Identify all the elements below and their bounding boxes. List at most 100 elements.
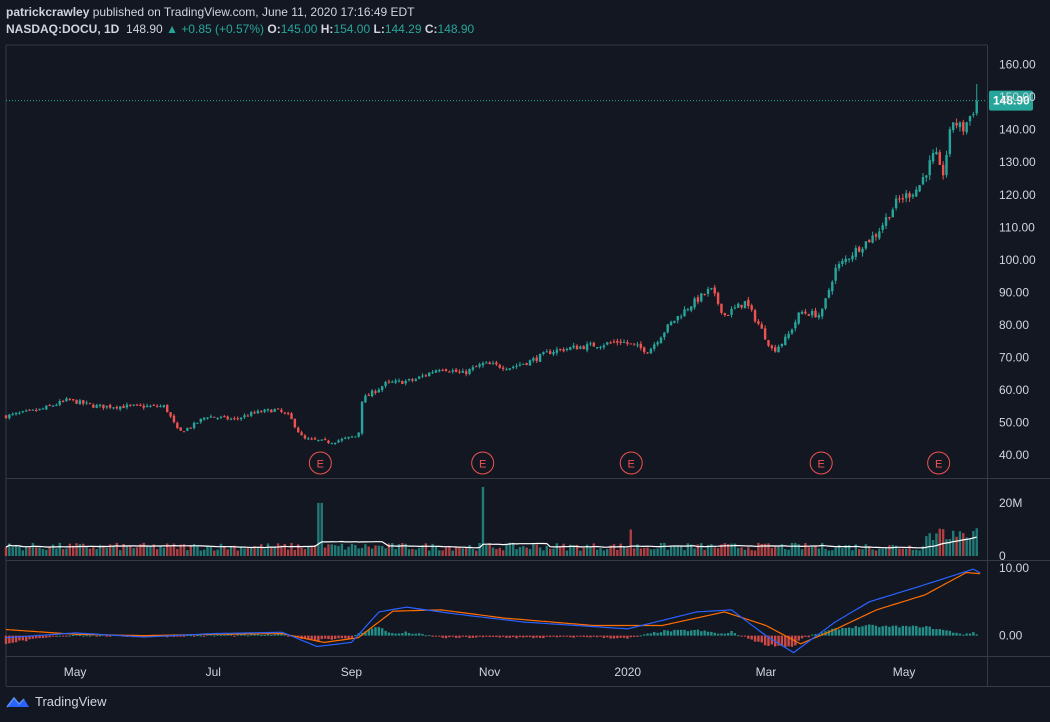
volume-bar <box>340 543 344 556</box>
macd-histogram-bar <box>750 635 753 640</box>
candle-body <box>313 438 317 440</box>
volume-bar <box>955 536 958 556</box>
candle-body <box>357 432 360 437</box>
axes: 160.00 150.00 140.00 130.00 120.00 110.00 100.… <box>64 58 1036 679</box>
candle-body <box>874 234 878 237</box>
volume-bar <box>115 542 119 556</box>
volume-bar <box>112 546 115 556</box>
volume-bar <box>337 546 340 556</box>
candle-body <box>481 363 485 366</box>
candle-body <box>149 405 152 407</box>
volume-panel[interactable] <box>4 486 978 556</box>
high-value: 154.00 <box>333 22 371 36</box>
candle-body <box>256 410 260 414</box>
candle-body <box>599 346 602 348</box>
macd-panel[interactable] <box>4 568 981 654</box>
earnings-marker <box>619 451 643 475</box>
volume-bar <box>562 543 565 556</box>
candle-body <box>270 409 273 413</box>
volume-bar <box>501 550 505 556</box>
macd-histogram-bar <box>85 635 88 637</box>
candle-body <box>176 422 179 428</box>
candle-body <box>162 405 166 407</box>
volume-bar <box>753 550 757 556</box>
candle-body <box>320 439 323 441</box>
candle-body <box>962 122 965 132</box>
volume-bar <box>387 543 391 556</box>
macd-histogram-bar <box>78 635 82 637</box>
candle-body <box>293 418 297 428</box>
price-panel[interactable]: 148.90 E E E E E <box>4 84 1033 475</box>
macd-histogram-bar <box>871 624 874 636</box>
candle-body <box>4 415 8 419</box>
author-name[interactable]: patrickcrawley <box>6 5 90 19</box>
volume-bar <box>904 548 908 556</box>
volume-bar <box>129 545 132 556</box>
candle-body <box>579 346 582 349</box>
volume-bar <box>357 548 360 556</box>
macd-histogram-bar <box>475 635 478 638</box>
candle-body <box>669 321 673 325</box>
macd-histogram-bar <box>851 628 854 636</box>
candle-body <box>904 193 908 199</box>
volume-bar <box>68 543 72 556</box>
tradingview-logo-icon <box>6 696 29 707</box>
volume-bar <box>763 543 767 556</box>
macd-histogram-bar <box>387 632 391 636</box>
volume-bar <box>646 547 649 556</box>
volume-bar <box>679 545 683 556</box>
volume-bar <box>498 547 501 556</box>
volume-bar <box>82 543 85 556</box>
candle-body <box>710 287 713 289</box>
macd-histogram-bar <box>55 635 58 637</box>
volume-bar <box>125 545 129 556</box>
candle-body <box>847 258 851 260</box>
candle-body <box>908 193 911 198</box>
candle-body <box>831 281 834 292</box>
candle-body <box>844 258 847 262</box>
candle-body <box>381 386 384 391</box>
volume-bar <box>223 546 226 556</box>
candle-body <box>397 380 401 382</box>
candle-body <box>777 346 780 353</box>
macd-histogram-bar <box>632 635 636 637</box>
candle-body <box>693 298 696 308</box>
macd-histogram-bar <box>780 635 784 647</box>
candle-body <box>784 336 787 345</box>
macd-axis-label: 10.00 <box>999 561 1029 575</box>
tradingview-brand[interactable]: TradingView <box>6 694 107 709</box>
volume-bar <box>626 548 629 556</box>
volume-bar <box>740 547 743 556</box>
macd-histogram-bar <box>377 627 381 636</box>
macd-histogram-bar <box>673 629 676 636</box>
volume-bar <box>488 543 491 556</box>
candle-body <box>663 332 666 338</box>
symbol-label[interactable]: NASDAQ:DOCU, 1D <box>6 22 120 36</box>
macd-histogram-bar <box>407 632 411 636</box>
price-axis-label: 50.00 <box>999 416 1029 430</box>
macd-histogram-bar <box>666 630 669 636</box>
candle-body <box>804 311 807 314</box>
macd-histogram-bar <box>206 634 209 636</box>
candle-body <box>911 194 915 197</box>
volume-bar <box>606 549 609 556</box>
candle-body <box>740 304 743 308</box>
candle-body <box>196 422 199 424</box>
volume-bar <box>629 529 632 556</box>
candle-body <box>716 292 720 304</box>
macd-histogram-bar <box>522 635 525 638</box>
macd-histogram-bar <box>236 634 239 636</box>
volume-bar <box>918 550 921 556</box>
candle-body <box>11 413 14 415</box>
candle-body <box>199 418 203 423</box>
macd-histogram-bar <box>213 635 216 637</box>
volume-bar <box>938 528 941 556</box>
candle-body <box>139 404 142 406</box>
candle-body <box>720 303 723 313</box>
volume-bar <box>616 549 619 556</box>
volume-bar <box>894 545 898 556</box>
macd-histogram-bar <box>511 635 515 638</box>
macd-histogram-bar <box>582 635 585 637</box>
volume-bar <box>263 549 266 556</box>
volume-bar <box>622 547 626 556</box>
